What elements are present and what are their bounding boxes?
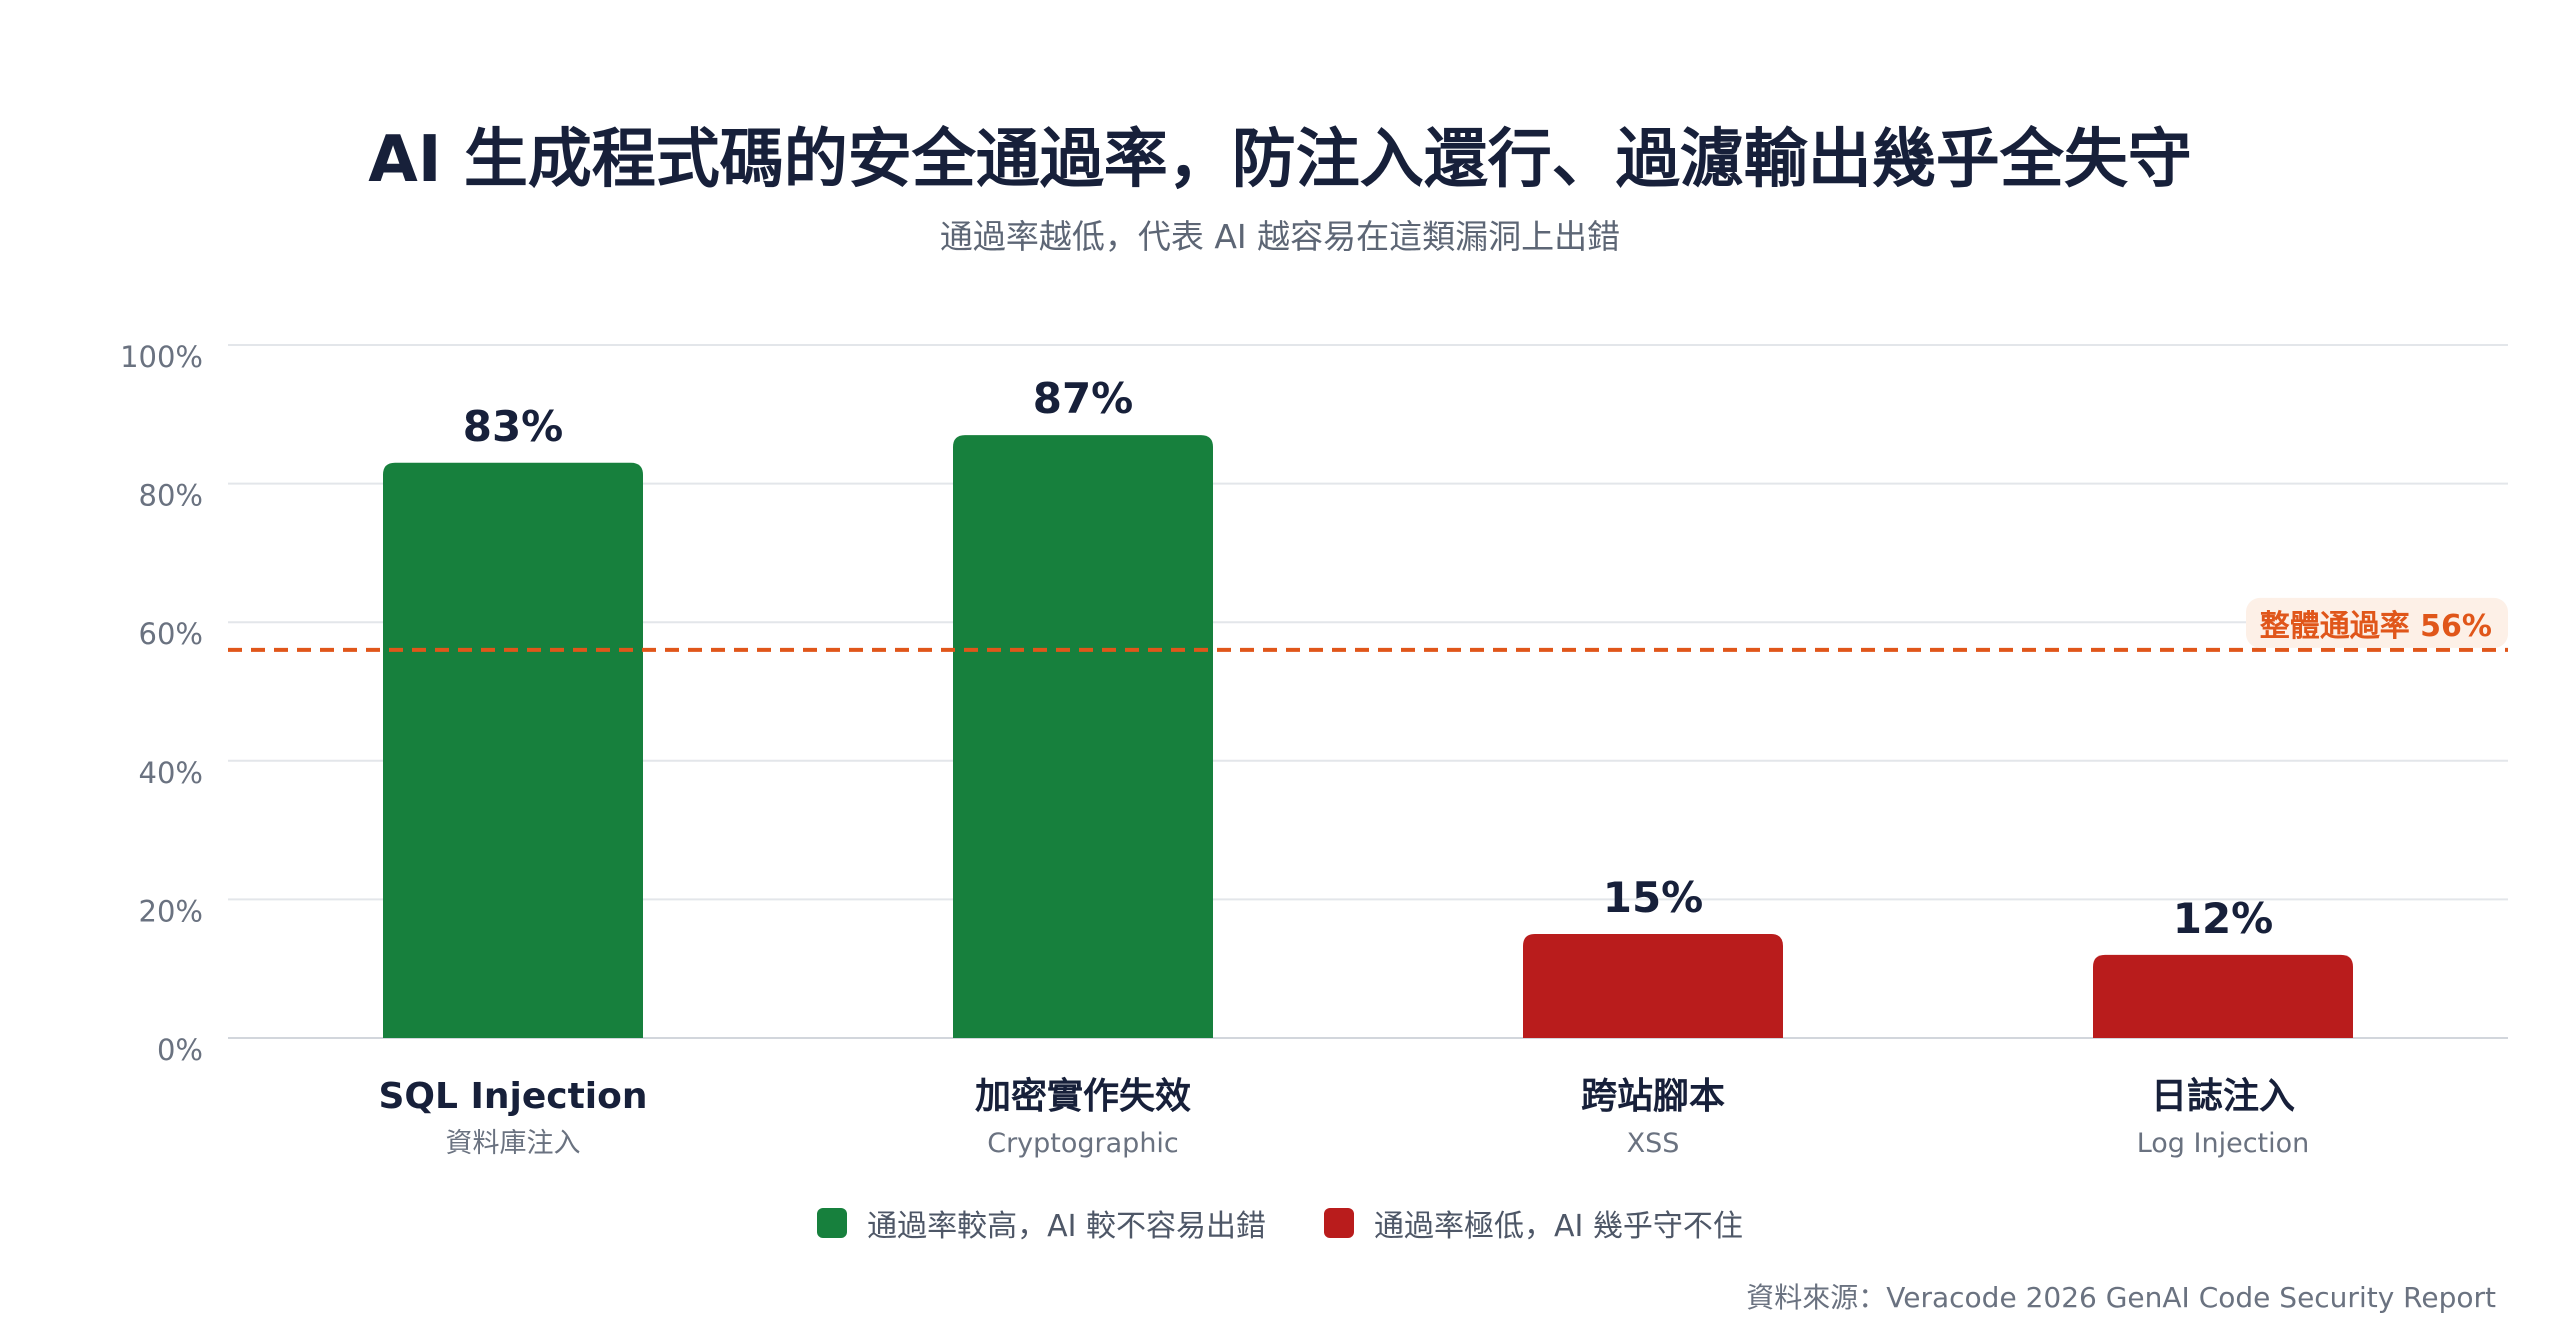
legend-swatch-high [817, 1208, 848, 1238]
x-tick-sublabel: XSS [1627, 1128, 1680, 1159]
y-tick-label: 100% [120, 340, 203, 374]
x-tick-label: 跨站腳本 [1581, 1076, 1725, 1117]
bar-1 [383, 462, 643, 1038]
legend-label-high: 通過率較高，AI 較不容易出錯 [867, 1209, 1266, 1244]
x-tick-sublabel: 資料庫注入 [446, 1128, 581, 1159]
bar-3 [1523, 934, 1783, 1038]
legend-label-low: 通過率極低，AI 幾乎守不住 [1374, 1209, 1743, 1244]
chart-subtitle: 通過率越低，代表 AI 越容易在這類漏洞上出錯 [939, 217, 1621, 256]
y-tick-label: 60% [139, 617, 203, 651]
data-label: 87% [1033, 374, 1134, 423]
chart-legend: 通過率較高，AI 較不容易出錯 通過率極低，AI 幾乎守不住 [0, 1201, 2560, 1245]
data-label: 83% [463, 402, 564, 451]
y-tick-label: 40% [139, 756, 203, 790]
source-note: 資料來源：Veracode 2026 GenAI Code Security R… [1746, 1281, 2496, 1314]
legend-item-high: 通過率較高，AI 較不容易出錯 [817, 1201, 1266, 1245]
reference-label-background [2246, 597, 2508, 648]
bar-chart: 0% 20% 40% 60% 80% 100% 83% SQL Injection 資料庫注入 8… [120, 340, 2508, 1159]
x-tick-sublabel: Log Injection [2137, 1128, 2310, 1159]
bar-4 [2093, 954, 2353, 1038]
chart-title: AI 生成程式碼的安全通過率，防注入還行、過濾輸出幾乎全失守 [368, 123, 2192, 197]
y-tick-label: 80% [139, 479, 203, 513]
x-tick-label: 日誌注入 [2151, 1075, 2295, 1117]
y-tick-label: 20% [139, 894, 203, 928]
x-tick-label: 加密實作失效 [975, 1075, 1191, 1117]
reference-line-label: 整體通過率 56% [2260, 609, 2492, 644]
bar-2 [953, 435, 1213, 1039]
x-tick-label: SQL Injection [378, 1076, 647, 1117]
y-tick-label: 0% [157, 1033, 203, 1067]
data-label: 15% [1603, 873, 1704, 922]
x-tick-sublabel: Cryptographic [987, 1128, 1179, 1159]
legend-swatch-low [1324, 1208, 1354, 1238]
legend-item-low: 通過率極低，AI 幾乎守不住 [1324, 1201, 1743, 1245]
data-label: 12% [2173, 894, 2274, 943]
